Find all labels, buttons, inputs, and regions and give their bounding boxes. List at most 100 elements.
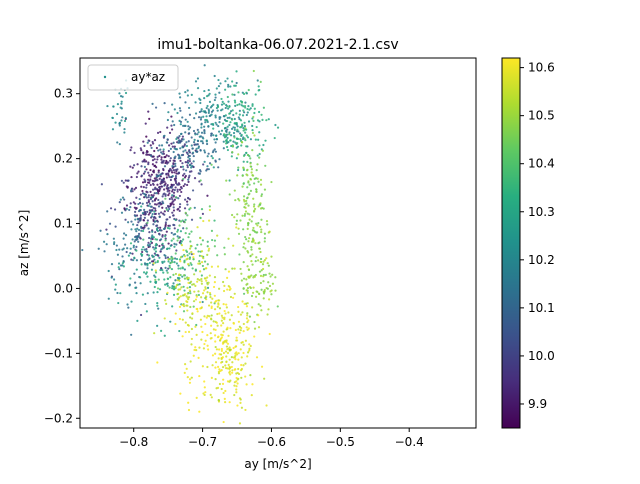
- scatter-point-cluster-0: [182, 184, 185, 188]
- scatter-point-cluster-7: [174, 162, 177, 165]
- scatter-point-cluster-0: [152, 169, 155, 172]
- scatter-point-cluster-7: [177, 154, 181, 157]
- scatter-point-cluster-2: [188, 174, 191, 177]
- scatter-point-cluster-13: [189, 316, 192, 319]
- scatter-point-cluster-6: [251, 124, 254, 128]
- scatter-point-cluster-13: [206, 276, 209, 279]
- scatter-point-cluster-10: [267, 264, 270, 267]
- scatter-point-cluster-2: [176, 172, 180, 175]
- scatter-point-cluster-5: [171, 257, 175, 260]
- scatter-point-cluster-10: [267, 281, 270, 284]
- scatter-point-cluster-1: [146, 219, 149, 222]
- scatter-point-cluster-13: [192, 300, 196, 303]
- scatter-point-cluster-6: [220, 129, 224, 132]
- scatter-point-cluster-10: [265, 257, 268, 260]
- scatter-point-cluster-9: [253, 229, 256, 232]
- scatter-point-cluster-13: [200, 280, 203, 283]
- scatter-point-cluster-13: [233, 267, 236, 270]
- scatter-point-cluster-0: [173, 171, 176, 174]
- scatter-point-cluster-5: [174, 196, 178, 199]
- scatter-point-cluster-7: [201, 142, 205, 145]
- scatter-point-cluster-4: [164, 235, 167, 238]
- scatter-point-cluster-3: [151, 230, 154, 233]
- scatter-point-cluster-4: [117, 266, 120, 269]
- scatter-point-cluster-0: [164, 182, 167, 185]
- scatter-point-cluster-9: [253, 203, 256, 206]
- scatter-point-cluster-13: [222, 280, 225, 284]
- scatter-point-cluster-11: [204, 339, 207, 342]
- scatter-point-cluster-8: [258, 88, 261, 92]
- scatter-point-cluster-1: [164, 256, 167, 260]
- scatter-point-cluster-8: [227, 133, 231, 136]
- scatter-point-cluster-4: [121, 262, 124, 265]
- scatter-point-cluster-12: [224, 340, 227, 343]
- scatter-point-cluster-11: [239, 313, 243, 316]
- scatter-point-cluster-8: [225, 138, 228, 141]
- scatter-point-cluster-1: [168, 175, 171, 179]
- scatter-point-cluster-0: [157, 169, 160, 172]
- scatter-point-cluster-5: [187, 236, 190, 239]
- scatter-point-cluster-0: [153, 177, 156, 180]
- scatter-point-cluster-2: [172, 194, 175, 197]
- scatter-point-cluster-11: [205, 279, 208, 282]
- scatter-point-cluster-14: [118, 122, 121, 125]
- scatter-point-cluster-14: [120, 100, 123, 103]
- scatter-point-cluster-0: [160, 185, 163, 188]
- scatter-point-cluster-2: [176, 190, 179, 193]
- scatter-point-cluster-11: [237, 352, 240, 355]
- scatter-point-cluster-11: [188, 381, 192, 384]
- scatter-point-cluster-13: [210, 314, 213, 317]
- scatter-point-cluster-7: [177, 197, 180, 200]
- scatter-point-cluster-10: [271, 273, 274, 276]
- scatter-point-cluster-8: [233, 99, 236, 102]
- scatter-point-cluster-1: [171, 211, 174, 214]
- scatter-point-cluster-4: [176, 228, 180, 231]
- scatter-point-cluster-10: [252, 210, 256, 213]
- scatter-point-cluster-4: [164, 239, 167, 242]
- scatter-point-cluster-4: [138, 276, 142, 279]
- scatter-point-cluster-11: [203, 289, 206, 292]
- scatter-point-cluster-11: [198, 346, 201, 349]
- scatter-point-cluster-7: [214, 150, 217, 153]
- scatter-point-cluster-12: [218, 382, 222, 386]
- scatter-point-cluster-0: [156, 183, 159, 186]
- scatter-point-cluster-13: [196, 226, 199, 229]
- scatter-point-cluster-14: [115, 112, 119, 116]
- scatter-point-cluster-4: [141, 293, 145, 296]
- scatter-point-cluster-7: [195, 150, 199, 153]
- scatter-point-cluster-0: [151, 140, 154, 144]
- scatter-point-cluster-13: [208, 208, 211, 212]
- scatter-point-cluster-12: [228, 401, 231, 404]
- scatter-point-cluster-3: [116, 291, 119, 295]
- scatter-point-cluster-12: [235, 380, 238, 383]
- scatter-point-cluster-3: [172, 233, 175, 236]
- scatter-point-cluster-6: [274, 123, 277, 127]
- scatter-point-cluster-11: [205, 298, 208, 301]
- scatter-point-cluster-7: [197, 139, 200, 143]
- scatter-point-cluster-6: [226, 116, 229, 119]
- scatter-point-cluster-11: [186, 376, 189, 379]
- scatter-point-cluster-11: [194, 346, 197, 349]
- colorbar-tick-label: 10.1: [528, 301, 555, 315]
- scatter-point-cluster-9: [250, 171, 253, 174]
- scatter-point-cluster-9: [255, 169, 258, 172]
- scatter-point-cluster-3: [136, 227, 139, 230]
- scatter-point-cluster-8: [245, 145, 248, 148]
- scatter-point-cluster-8: [243, 121, 246, 124]
- scatter-point-cluster-3: [119, 198, 122, 201]
- scatter-point-cluster-2: [202, 163, 205, 166]
- scatter-point-cluster-8: [245, 134, 248, 137]
- scatter-point-cluster-3: [155, 192, 158, 195]
- scatter-point-cluster-3: [137, 234, 140, 237]
- scatter-point-cluster-6: [185, 144, 189, 148]
- scatter-point-cluster-2: [168, 197, 171, 201]
- scatter-point-cluster-8: [229, 121, 232, 124]
- scatter-point-cluster-4: [161, 242, 164, 245]
- scatter-point-cluster-5: [188, 252, 191, 255]
- scatter-point-cluster-5: [184, 211, 187, 215]
- scatter-point-cluster-3: [130, 228, 133, 231]
- scatter-point-cluster-4: [135, 249, 138, 252]
- scatter-point-cluster-13: [186, 257, 189, 260]
- scatter-point-cluster-11: [184, 330, 187, 334]
- scatter-point-cluster-6: [212, 166, 215, 169]
